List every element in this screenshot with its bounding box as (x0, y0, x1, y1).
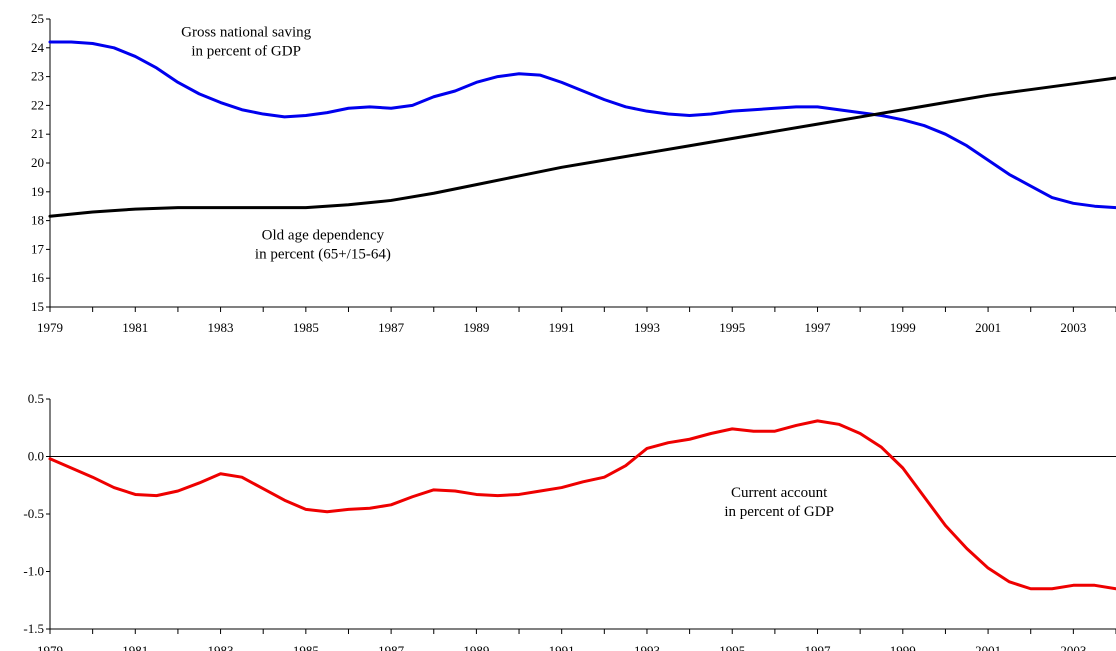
bottom-x-tick-label: 1983 (208, 643, 234, 651)
bottom-y-tick-label: 0.0 (28, 449, 44, 464)
series-label-gross-national-saving-in-percent-of-gdp: in percent of GDP (191, 43, 301, 59)
bottom-x-tick-label: 1995 (719, 643, 745, 651)
bottom-x-tick-label: 2001 (975, 643, 1001, 651)
series-label-gross-national-saving-in-percent-of-gdp: Gross national saving (181, 24, 311, 40)
top-x-tick-label: 2003 (1060, 320, 1086, 335)
top-y-tick-label: 18 (31, 213, 44, 228)
top-x-tick-label: 1979 (37, 320, 63, 335)
top-y-tick-label: 24 (31, 40, 45, 55)
top-x-tick-label: 1981 (122, 320, 148, 335)
top-y-tick-label: 17 (31, 241, 45, 256)
bottom-x-tick-label: 1999 (890, 643, 916, 651)
bottom-y-tick-label: -1.5 (23, 621, 44, 636)
bottom-x-tick-label: 1991 (549, 643, 575, 651)
top-y-tick-label: 19 (31, 184, 44, 199)
bottom-x-tick-label: 1987 (378, 643, 405, 651)
bottom-x-tick-label: 1981 (122, 643, 148, 651)
bottom-x-tick-label: 1985 (293, 643, 319, 651)
top-y-tick-label: 22 (31, 97, 44, 112)
bottom-x-tick-label: 1993 (634, 643, 660, 651)
top-y-tick-label: 20 (31, 155, 44, 170)
top-x-tick-label: 1997 (805, 320, 832, 335)
top-x-tick-label: 1993 (634, 320, 660, 335)
bottom-y-tick-label: -1.0 (23, 564, 44, 579)
bottom-chart-panel: -1.5 -1.0 -0.5 0.0 0.5 1979 1981 1983 1985 1987 19… (23, 391, 1116, 651)
top-x-tick-label: 1983 (208, 320, 234, 335)
series-label-current-account-in-percent-of-gdp: in percent of GDP (724, 504, 834, 520)
top-x-tick-label: 1987 (378, 320, 405, 335)
series-label-old-age-dependency-in-percent-65-15-64: in percent (65+/15-64) (255, 246, 391, 262)
top-x-tick-label: 1989 (463, 320, 489, 335)
bottom-x-tick-label: 1989 (463, 643, 489, 651)
bottom-y-tick-label: -0.5 (23, 506, 44, 521)
top-x-tick-label: 1999 (890, 320, 916, 335)
top-y-tick-label: 21 (31, 126, 44, 141)
series-line-old-age-dependency-in-percent-65-15-64 (48, 76, 1116, 218)
bottom-x-tick-label: 2003 (1060, 643, 1086, 651)
series-label-current-account-in-percent-of-gdp: Current account (731, 485, 828, 501)
top-y-tick-label: 23 (31, 69, 44, 84)
series-line-current-account-in-percent-of-gdp (48, 419, 1116, 591)
top-y-tick-label: 15 (31, 299, 44, 314)
top-x-tick-label: 1985 (293, 320, 319, 335)
top-y-tick-label: 16 (31, 270, 45, 285)
top-chart-panel: 15 16 17 18 19 20 21 22 23 24 25 1979 1981 1983 1985 19… (31, 11, 1116, 335)
bottom-x-tick-label: 1979 (37, 643, 63, 651)
series-label-old-age-dependency-in-percent-65-15-64: Old age dependency (262, 227, 385, 243)
top-x-tick-label: 1991 (549, 320, 575, 335)
top-x-tick-label: 1995 (719, 320, 745, 335)
bottom-x-tick-label: 1997 (805, 643, 832, 651)
bottom-y-tick-label: 0.5 (28, 391, 44, 406)
series-line-gross-national-saving-in-percent-of-gdp (48, 40, 1116, 210)
top-y-tick-label: 25 (31, 11, 44, 26)
top-x-tick-label: 2001 (975, 320, 1001, 335)
